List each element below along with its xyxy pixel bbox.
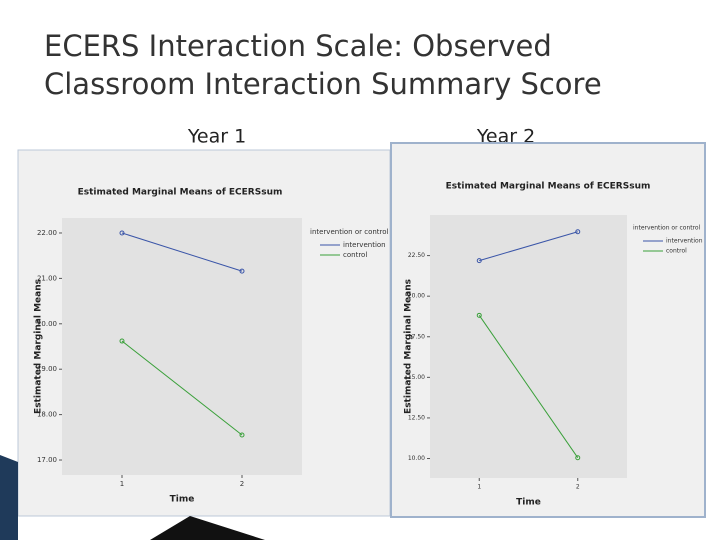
y-tick-label: 17.50 (408, 333, 425, 340)
y-tick-label: 18.00 (37, 411, 57, 419)
data-point (575, 455, 581, 461)
plot-area (430, 215, 627, 478)
data-point (476, 312, 482, 318)
x-axis-label: Time (170, 495, 195, 505)
legend-title: intervention or control (310, 228, 389, 236)
plot-area (62, 218, 302, 475)
legend-label: intervention (666, 238, 703, 245)
series-line (121, 232, 243, 272)
y-axis-label: Estimated Marginal Means (34, 279, 44, 414)
chart-title: Estimated Marginal Means of ECERSsum (78, 188, 283, 198)
y-tick-label: 20.00 (37, 320, 57, 328)
y-tick-label: 21.00 (37, 274, 57, 282)
series-line (478, 315, 579, 458)
legend-title: intervention or control (633, 225, 701, 232)
y-tick-label: 20.00 (408, 293, 425, 300)
chart-title: Estimated Marginal Means of ECERSsum (446, 182, 651, 192)
y-tick-label: 15.00 (408, 374, 425, 381)
x-tick-label: 1 (120, 480, 124, 488)
x-tick-label: 2 (240, 480, 244, 488)
series-line (479, 231, 578, 262)
x-axis-label: Time (516, 498, 541, 508)
y-tick-label: 22.00 (37, 229, 57, 237)
legend-label: intervention (343, 241, 386, 249)
panel-label: Year 1 (187, 126, 246, 148)
data-point (239, 432, 245, 438)
series-line (121, 340, 243, 436)
decoration (150, 516, 265, 540)
slide-title: ECERS Interaction Scale: Observed (44, 29, 552, 63)
data-point (239, 268, 245, 274)
y-axis-label: Estimated Marginal Means (404, 279, 414, 414)
data-point (119, 338, 125, 344)
x-tick-label: 2 (576, 484, 580, 491)
legend-label: control (666, 248, 687, 255)
x-tick-label: 1 (477, 484, 481, 491)
y-tick-label: 19.00 (37, 365, 57, 373)
y-tick-label: 17.00 (37, 456, 57, 464)
slide-title: Classroom Interaction Summary Score (44, 67, 602, 101)
y-tick-label: 12.50 (408, 414, 425, 421)
data-point (575, 229, 581, 235)
legend-label: control (343, 251, 367, 259)
y-tick-label: 10.00 (408, 455, 425, 462)
y-tick-label: 22.50 (408, 252, 425, 259)
decoration (0, 455, 18, 540)
data-point (476, 258, 482, 264)
data-point (119, 230, 125, 236)
